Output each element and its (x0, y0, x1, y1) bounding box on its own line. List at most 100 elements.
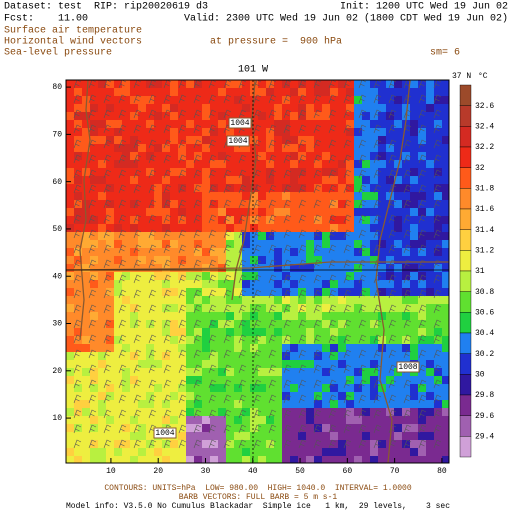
field-cell (290, 296, 298, 304)
field-cell (274, 160, 282, 168)
field-cell (418, 240, 426, 248)
field-cell (370, 336, 378, 344)
field-cell (178, 368, 186, 376)
field-cell (138, 280, 146, 288)
field-cell (178, 312, 186, 320)
wind-barb (163, 214, 172, 224)
field-cell (106, 288, 114, 296)
wind-barb (283, 184, 292, 194)
field-cell (338, 328, 346, 336)
field-cell (98, 192, 106, 200)
wind-barb (343, 289, 352, 299)
field-cell (130, 216, 138, 224)
field-cell (146, 440, 154, 448)
field-cell (338, 104, 346, 112)
field-cell (258, 176, 266, 184)
field-cell (402, 352, 410, 360)
field-cell (202, 128, 210, 136)
field-cell (74, 288, 82, 296)
field-cell (370, 136, 378, 144)
field-cell (106, 112, 114, 120)
wind-barb (253, 319, 262, 329)
field-cell (386, 272, 394, 280)
field-cell (90, 368, 98, 376)
field-cell (282, 112, 290, 120)
field-cell (178, 232, 186, 240)
field-cell (210, 240, 218, 248)
field-cell (114, 440, 122, 448)
field-cell (426, 280, 434, 288)
field-cell (258, 272, 266, 280)
field-cell (298, 440, 306, 448)
field-cell (146, 128, 154, 136)
wind-barb (118, 379, 127, 389)
field-cell (442, 88, 449, 96)
y-tick-label: 60 (52, 178, 62, 187)
field-cell (106, 448, 114, 456)
field-cell (370, 192, 378, 200)
field-cell (98, 368, 106, 376)
wind-barb (148, 274, 157, 284)
field-cell (290, 176, 298, 184)
field-cell (210, 448, 218, 456)
field-cell (418, 120, 426, 128)
field-cell (186, 264, 194, 272)
field-cell (434, 80, 442, 88)
field-cell (122, 216, 130, 224)
field-cell (66, 392, 74, 400)
field-cell (90, 440, 98, 448)
field-cell (378, 168, 386, 176)
field-cell (346, 320, 354, 328)
wind-barb (388, 289, 397, 299)
field-cell (186, 88, 194, 96)
field-cell (154, 416, 162, 424)
wind-barb (328, 169, 337, 179)
field-cell (314, 320, 322, 328)
field-cell (226, 392, 234, 400)
wind-barb (133, 199, 142, 209)
field-cell (106, 368, 114, 376)
field-cell (154, 336, 162, 344)
field-cell (98, 120, 106, 128)
wind-barb (373, 364, 382, 374)
field-cell (82, 352, 90, 360)
wind-barb (118, 124, 127, 134)
field-cell (394, 256, 402, 264)
field-cell (362, 216, 370, 224)
field-cell (378, 216, 386, 224)
field-cell (250, 240, 258, 248)
field-cell (186, 416, 194, 424)
field-cell (154, 208, 162, 216)
wind-barb (88, 184, 97, 194)
field-cell (258, 448, 266, 456)
field-cell (130, 232, 138, 240)
field-cell (138, 224, 146, 232)
field-cell (354, 160, 362, 168)
wind-barb (373, 154, 382, 164)
field-cell (330, 128, 338, 136)
field-cell (410, 296, 418, 304)
field-cell (106, 272, 114, 280)
field-cell (338, 416, 346, 424)
field-cell (442, 264, 449, 272)
wind-barb (193, 229, 202, 239)
wind-barb (343, 394, 352, 404)
wind-barb (133, 349, 142, 359)
wind-barb (403, 304, 412, 314)
wind-barb (148, 289, 157, 299)
wind-barb (358, 154, 367, 164)
field-cell (66, 368, 74, 376)
field-cell (442, 424, 449, 432)
field-cell (90, 224, 98, 232)
field-cell (210, 440, 218, 448)
field-cell (306, 392, 314, 400)
field-cell (122, 120, 130, 128)
field-cell (154, 80, 162, 88)
wind-barb (358, 199, 367, 209)
field-cell (122, 424, 130, 432)
field-cell (274, 352, 282, 360)
field-cell (386, 328, 394, 336)
field-cell (130, 208, 138, 216)
field-cell (122, 200, 130, 208)
wind-barb (298, 439, 307, 449)
